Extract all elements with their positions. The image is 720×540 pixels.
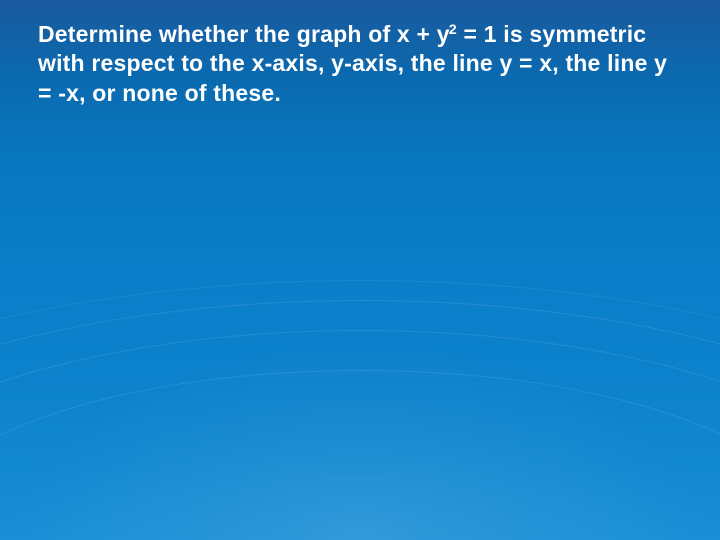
wave-arc	[0, 330, 720, 540]
question-pre: Determine whether the graph of x + y	[38, 21, 450, 47]
wave-arc	[0, 370, 720, 540]
question-superscript: 2	[449, 22, 457, 38]
wave-arc	[0, 300, 720, 540]
wave-arc	[0, 280, 720, 540]
question-text: Determine whether the graph of x + y2 = …	[38, 20, 680, 108]
slide: Determine whether the graph of x + y2 = …	[0, 0, 720, 540]
